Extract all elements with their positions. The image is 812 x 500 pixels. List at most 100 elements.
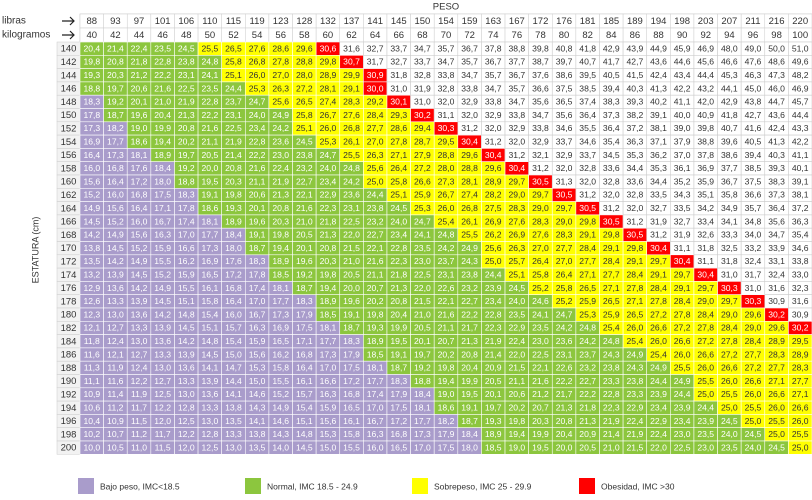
bmi-value: 26,6: [745, 376, 762, 386]
bmi-value: 30,2: [768, 309, 785, 319]
bmi-value: 14,4: [225, 376, 242, 386]
bmi-value: 27,7: [556, 243, 573, 253]
bmi-value: 17,2: [343, 376, 360, 386]
bmi-value: 38,3: [768, 176, 785, 186]
bmi-value: 14,8: [202, 336, 219, 346]
bmi-value: 14,2: [154, 309, 171, 319]
pounds-value: 211: [745, 16, 760, 27]
bmi-value: 20,4: [556, 429, 573, 439]
bmi-value: 32,7: [390, 57, 407, 67]
bmi-value: 14,2: [131, 283, 148, 293]
bmi-value: 16,5: [202, 270, 219, 280]
bmi-value: 18,6: [131, 137, 148, 147]
bmi-value: 18,3: [83, 97, 100, 107]
kg-value: 84: [606, 30, 617, 41]
bmi-value: 28,3: [556, 230, 573, 240]
bmi-value: 20,4: [390, 309, 407, 319]
bmi-value: 33,6: [627, 176, 644, 186]
bmi-value: 16,0: [225, 309, 242, 319]
height-value: 192: [61, 389, 77, 400]
bmi-value: 33,8: [485, 97, 502, 107]
kg-value: 54: [252, 30, 263, 41]
bmi-value: 42,2: [674, 83, 691, 93]
bmi-value: 15,2: [131, 243, 148, 253]
bmi-value: 27,2: [697, 336, 714, 346]
bmi-value: 32,9: [532, 137, 549, 147]
bmi-value: 25,8: [225, 57, 242, 67]
pounds-value: 163: [485, 16, 501, 27]
bmi-value: 12,2: [131, 376, 148, 386]
bmi-value: 19,2: [414, 363, 431, 373]
bmi-value: 42,4: [768, 123, 785, 133]
bmi-value: 43,2: [697, 83, 714, 93]
bmi-value: 32,9: [485, 110, 502, 120]
bmi-value: 44,1: [721, 83, 738, 93]
bmi-value: 17,8: [178, 203, 195, 213]
bmi-value: 34,7: [485, 83, 502, 93]
bmi-value: 22,8: [249, 137, 266, 147]
kg-value: 68: [417, 30, 428, 41]
height-value: 176: [61, 283, 77, 294]
bmi-value: 21,5: [343, 243, 360, 253]
bmi-value: 29,7: [650, 256, 667, 266]
bmi-value: 24,8: [438, 230, 455, 240]
bmi-value: 25,3: [320, 137, 337, 147]
bmi-value: 23,8: [367, 203, 384, 213]
bmi-value: 34,8: [745, 216, 762, 226]
bmi-value: 27,5: [485, 203, 502, 213]
bmi-value: 28,4: [697, 309, 714, 319]
bmi-value: 32,1: [532, 150, 549, 160]
bmi-value: 37,7: [508, 57, 525, 67]
bmi-value: 31,8: [697, 243, 714, 253]
bmi-value: 17,7: [107, 137, 124, 147]
bmi-value: 23,8: [603, 363, 620, 373]
bmi-value: 21,1: [508, 376, 525, 386]
bmi-value: 19,9: [390, 323, 407, 333]
bmi-value: 24,3: [627, 363, 644, 373]
bmi-value: 17,0: [249, 296, 266, 306]
bmi-value: 15,0: [249, 376, 266, 386]
bmi-value: 38,3: [603, 97, 620, 107]
bmi-value: 23,0: [674, 429, 691, 439]
bmi-value: 25,4: [650, 349, 667, 359]
bmi-value: 24,7: [320, 150, 337, 160]
bmi-value: 24,5: [390, 203, 407, 213]
bmi-value: 24,4: [650, 376, 667, 386]
bmi-value: 41,3: [650, 83, 667, 93]
bmi-value: 20,2: [438, 349, 455, 359]
bmi-value: 37,4: [579, 97, 596, 107]
bmi-value: 34,4: [650, 176, 667, 186]
bmi-value: 36,6: [745, 190, 762, 200]
bmi-value: 12,5: [202, 442, 219, 452]
kg-value: 64: [370, 30, 381, 41]
height-value: 200: [61, 443, 77, 454]
bmi-value: 29,1: [650, 270, 667, 280]
bmi-value: 44,4: [792, 110, 809, 120]
bmi-value: 35,6: [556, 110, 573, 120]
bmi-value: 39,0: [674, 123, 691, 133]
pounds-value: 123: [273, 16, 289, 27]
bmi-value: 49,6: [792, 57, 809, 67]
bmi-value: 18,9: [485, 429, 502, 439]
bmi-value: 12,8: [178, 403, 195, 413]
bmi-value: 19,6: [343, 296, 360, 306]
bmi-value: 23,1: [178, 70, 195, 80]
bmi-value: 17,3: [202, 243, 219, 253]
bmi-value: 30,2: [414, 110, 431, 120]
bmi-value: 41,1: [792, 150, 809, 160]
bmi-value: 37,6: [532, 70, 549, 80]
bmi-value: 24,0: [721, 429, 738, 439]
bmi-value: 36,4: [603, 123, 620, 133]
bmi-value: 25,0: [367, 176, 384, 186]
bmi-value: 35,6: [768, 216, 785, 226]
bmi-value: 38,1: [792, 190, 809, 200]
bmi-value: 16,4: [131, 203, 148, 213]
bmi-value: 15,7: [296, 389, 313, 399]
bmi-value: 16,5: [343, 403, 360, 413]
bmi-value: 18,6: [438, 403, 455, 413]
bmi-value: 17,5: [296, 323, 313, 333]
bmi-value: 28,4: [579, 243, 596, 253]
bmi-value: 17,4: [367, 389, 384, 399]
bmi-value: 13,6: [202, 389, 219, 399]
bmi-value: 30,3: [721, 283, 738, 293]
